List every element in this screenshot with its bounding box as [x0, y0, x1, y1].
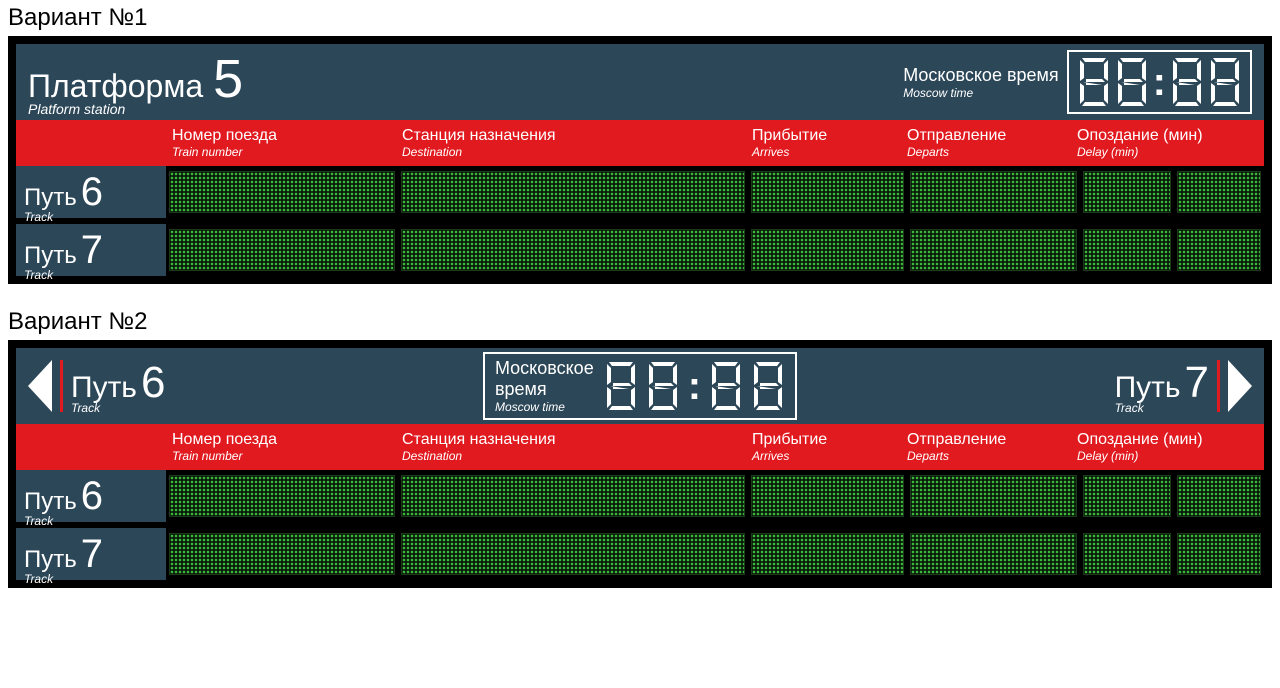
nav-left-main: Путь	[71, 371, 137, 405]
hdr-arr-sub: Arrives	[752, 145, 901, 159]
led-delay2	[1177, 171, 1261, 213]
hdr2-dest-sub: Destination	[402, 449, 746, 463]
led-train	[169, 171, 395, 213]
hdr-arr-main: Прибытие	[752, 127, 901, 145]
led-departs	[910, 533, 1077, 575]
led-arrives	[751, 229, 903, 271]
track-sub: Track	[24, 514, 77, 528]
track-sub: Track	[24, 268, 77, 282]
hdr-train-main: Номер поезда	[172, 127, 396, 145]
led-departs	[910, 229, 1077, 271]
hdr-dest-main: Станция назначения	[402, 127, 746, 145]
led-dest	[401, 475, 745, 517]
hdr2-train-main: Номер поезда	[172, 431, 396, 449]
moscow-time-block: Московское время Moscow time :	[903, 50, 1252, 114]
led-train	[169, 229, 395, 271]
hdr-delay-sub: Delay (min)	[1077, 145, 1261, 159]
track-number: 7	[81, 532, 103, 577]
hdr2-delay-main: Опоздание (мин)	[1077, 431, 1261, 449]
variant2-label: Вариант №2	[0, 304, 1280, 340]
led-arrives	[751, 171, 903, 213]
center-time-block: Московское время Moscow time :	[483, 352, 797, 420]
board-variant2: ПутьTrack 6 Московское время Moscow time…	[8, 340, 1272, 588]
board-variant1: Платформа Platform station 5 Московское …	[8, 36, 1272, 284]
platform-number: 5	[213, 48, 243, 110]
table-row: ПутьTrack 6	[16, 166, 1264, 218]
arrow-right-icon	[1228, 360, 1252, 412]
led-departs	[910, 171, 1077, 213]
arrow-left-icon	[28, 360, 52, 412]
platform-main: Платформа	[28, 68, 203, 105]
hdr2-dep-sub: Departs	[907, 449, 1071, 463]
track-cell: ПутьTrack 7	[16, 528, 166, 580]
track-cell: ПутьTrack 6	[16, 470, 166, 522]
clock-colon: :	[688, 366, 701, 406]
hdr2-dep-main: Отправление	[907, 431, 1071, 449]
variant1-label: Вариант №1	[0, 0, 1280, 36]
column-headers: Номер поездаTrain number Станция назначе…	[16, 120, 1264, 166]
track-number: 6	[81, 170, 103, 215]
hdr2-arr-main: Прибытие	[752, 431, 901, 449]
led-departs	[910, 475, 1077, 517]
hdr-dest-sub: Destination	[402, 145, 746, 159]
track-sub: Track	[24, 210, 77, 224]
led-delay2	[1177, 475, 1261, 517]
hdr-dep-main: Отправление	[907, 127, 1071, 145]
hdr-train-sub: Train number	[172, 145, 396, 159]
platform-block: Платформа Platform station 5	[28, 48, 243, 117]
led-arrives	[751, 533, 903, 575]
led-delay1	[1083, 171, 1172, 213]
hdr2-dest-main: Станция назначения	[402, 431, 746, 449]
board1-header: Платформа Platform station 5 Московское …	[16, 44, 1264, 120]
table-row: ПутьTrack 6	[16, 470, 1264, 522]
led-delay1	[1083, 229, 1172, 271]
track-main: Путь	[24, 546, 77, 574]
clock-display: :	[1067, 50, 1252, 114]
hdr-dep-sub: Departs	[907, 145, 1071, 159]
time2-main2: время	[495, 379, 594, 400]
nav-left: ПутьTrack 6	[28, 358, 165, 415]
column-headers-2: Номер поездаTrain number Станция назначе…	[16, 424, 1264, 470]
track-sub: Track	[24, 572, 77, 586]
track-main: Путь	[24, 488, 77, 516]
track-number: 7	[81, 228, 103, 273]
led-dest	[401, 171, 745, 213]
table-row: ПутьTrack 7	[16, 224, 1264, 276]
nav-left-num: 6	[141, 358, 165, 408]
time-label-sub: Moscow time	[903, 86, 1058, 100]
hdr2-delay-sub: Delay (min)	[1077, 449, 1261, 463]
clock-display-2: :	[604, 360, 785, 412]
nav-right: ПутьTrack 7	[1115, 358, 1252, 415]
clock-colon: :	[1153, 62, 1166, 102]
track-main: Путь	[24, 184, 77, 212]
time2-sub: Moscow time	[495, 400, 594, 414]
board2-header: ПутьTrack 6 Московское время Moscow time…	[16, 348, 1264, 424]
led-dest	[401, 533, 745, 575]
red-stripe-icon	[60, 360, 63, 412]
led-delay2	[1177, 533, 1261, 575]
hdr2-train-sub: Train number	[172, 449, 396, 463]
led-delay1	[1083, 533, 1172, 575]
track-number: 6	[81, 474, 103, 519]
led-arrives	[751, 475, 903, 517]
red-stripe-icon	[1217, 360, 1220, 412]
time-label-main: Московское время	[903, 65, 1058, 86]
led-delay2	[1177, 229, 1261, 271]
track-main: Путь	[24, 242, 77, 270]
led-dest	[401, 229, 745, 271]
hdr2-arr-sub: Arrives	[752, 449, 901, 463]
time2-main1: Московское	[495, 358, 594, 379]
track-cell: ПутьTrack 6	[16, 166, 166, 218]
led-train	[169, 533, 395, 575]
track-cell: ПутьTrack 7	[16, 224, 166, 276]
table-row: ПутьTrack 7	[16, 528, 1264, 580]
nav-right-main: Путь	[1115, 371, 1181, 405]
hdr-delay-main: Опоздание (мин)	[1077, 127, 1261, 145]
nav-right-num: 7	[1185, 358, 1209, 408]
led-delay1	[1083, 475, 1172, 517]
led-train	[169, 475, 395, 517]
